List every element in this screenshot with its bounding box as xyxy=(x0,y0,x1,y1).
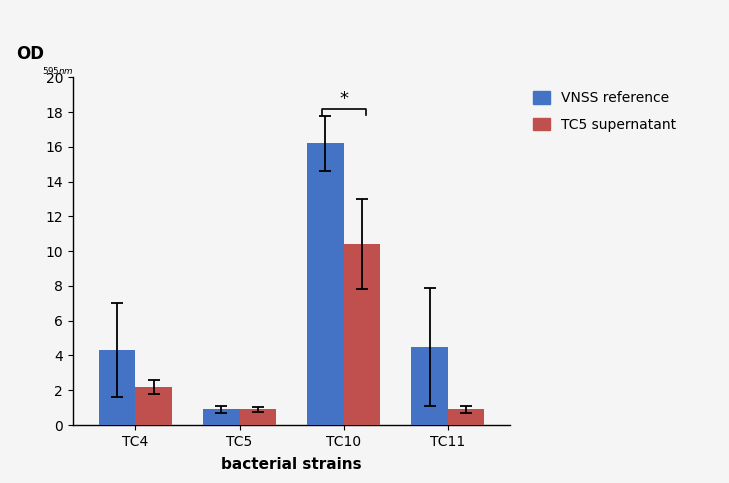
Text: OD: OD xyxy=(16,45,44,63)
Bar xyxy=(99,350,136,425)
Bar xyxy=(136,387,172,425)
X-axis label: bacterial strains: bacterial strains xyxy=(222,457,362,472)
Bar xyxy=(307,143,343,425)
Legend: VNSS reference, TC5 supernatant: VNSS reference, TC5 supernatant xyxy=(526,84,683,139)
Bar xyxy=(448,410,484,425)
Text: *: * xyxy=(339,90,348,108)
Bar xyxy=(411,347,448,425)
Text: $_{595nm}$: $_{595nm}$ xyxy=(42,64,74,77)
Bar xyxy=(203,410,240,425)
Bar xyxy=(240,410,276,425)
Bar xyxy=(343,244,380,425)
